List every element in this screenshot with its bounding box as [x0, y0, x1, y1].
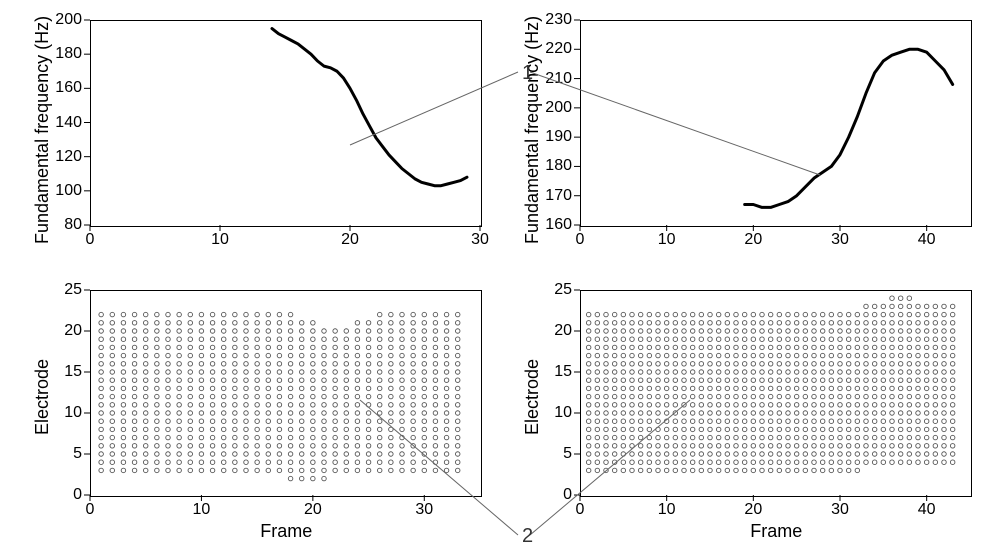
xtick-label: 0 [576, 231, 585, 249]
ytick-label: 180 [55, 45, 82, 63]
ytick-label: 120 [55, 148, 82, 166]
ytick-label: 230 [545, 11, 572, 29]
ytick-label: 160 [545, 216, 572, 234]
ytick-label: 0 [563, 486, 572, 504]
xtick-label: 10 [211, 231, 229, 249]
ytick-label: 20 [554, 322, 572, 340]
xtick-label: 0 [86, 231, 95, 249]
ytick-label: 10 [64, 404, 82, 422]
xtick-label: 10 [193, 501, 211, 519]
ytick-label: 140 [55, 114, 82, 132]
xtick-label: 30 [471, 231, 489, 249]
ytick-label: 210 [545, 70, 572, 88]
ylabel: Fundamental frequency (Hz) [522, 16, 543, 244]
ytick-label: 100 [55, 182, 82, 200]
figure: 010203080100120140160180200Fundamental f… [0, 0, 1000, 559]
xtick-label: 40 [918, 231, 936, 249]
ytick-label: 80 [64, 216, 82, 234]
panel-top_right [580, 20, 972, 227]
xtick-label: 40 [918, 501, 936, 519]
ytick-label: 170 [545, 187, 572, 205]
xtick-label: 0 [576, 501, 585, 519]
xtick-label: 20 [341, 231, 359, 249]
ytick-label: 20 [64, 322, 82, 340]
callout-label1: 1 [522, 62, 533, 85]
xlabel: Frame [260, 521, 312, 542]
panel-bottom_right [580, 290, 972, 497]
ytick-label: 25 [554, 281, 572, 299]
ylabel: Electrode [522, 359, 543, 435]
xtick-label: 30 [831, 231, 849, 249]
ytick-label: 220 [545, 40, 572, 58]
xtick-label: 30 [831, 501, 849, 519]
panel-top_left [90, 20, 482, 227]
xtick-label: 20 [304, 501, 322, 519]
ytick-label: 15 [554, 363, 572, 381]
ytick-label: 200 [55, 11, 82, 29]
ytick-label: 0 [73, 486, 82, 504]
xtick-label: 30 [415, 501, 433, 519]
ytick-label: 25 [64, 281, 82, 299]
panel-bottom_left [90, 290, 482, 497]
ytick-label: 160 [55, 79, 82, 97]
callout-label2: 2 [522, 525, 533, 548]
ytick-label: 15 [64, 363, 82, 381]
ytick-label: 10 [554, 404, 572, 422]
xtick-label: 20 [744, 501, 762, 519]
ytick-label: 200 [545, 99, 572, 117]
ylabel: Electrode [32, 359, 53, 435]
xlabel: Frame [750, 521, 802, 542]
ytick-label: 5 [563, 445, 572, 463]
ylabel: Fundamental frequency (Hz) [32, 16, 53, 244]
ytick-label: 5 [73, 445, 82, 463]
ytick-label: 180 [545, 157, 572, 175]
xtick-label: 10 [658, 501, 676, 519]
xtick-label: 10 [658, 231, 676, 249]
ytick-label: 190 [545, 128, 572, 146]
xtick-label: 20 [744, 231, 762, 249]
xtick-label: 0 [86, 501, 95, 519]
